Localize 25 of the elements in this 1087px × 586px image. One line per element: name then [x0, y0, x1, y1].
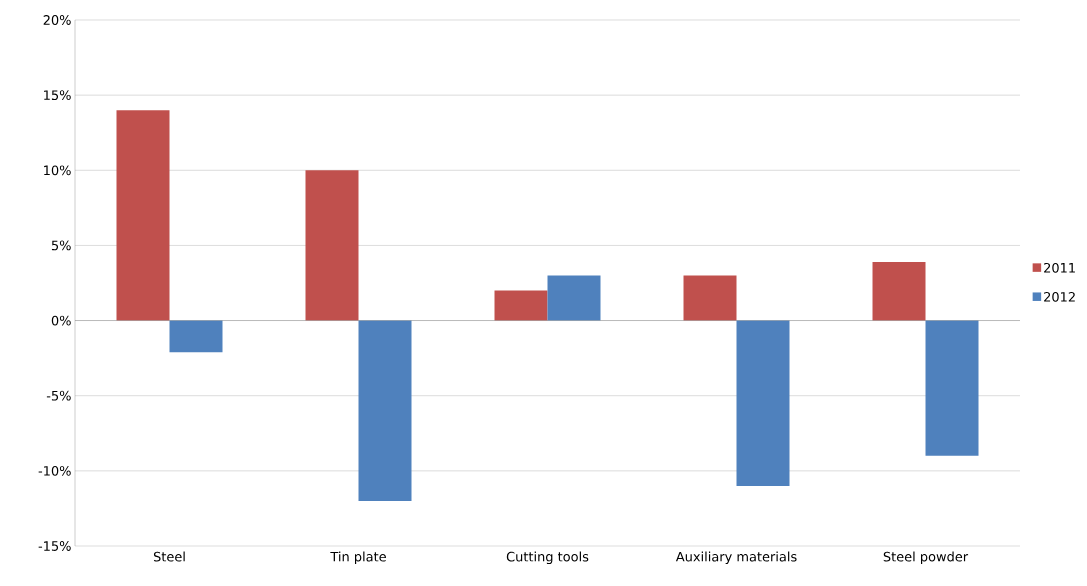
- y-tick-label: 5%: [51, 240, 71, 251]
- y-tick-label: 20%: [43, 15, 71, 25]
- x-tick-label: Tin plate: [330, 551, 386, 565]
- bar: [925, 320, 979, 456]
- bar: [494, 290, 548, 321]
- bar: [683, 275, 737, 321]
- legend-label: 2012: [1044, 291, 1075, 302]
- y-tick-label: -15%: [38, 541, 71, 551]
- x-tick-label: Steel powder: [883, 551, 969, 565]
- y-tick-label: 15%: [44, 90, 71, 101]
- y-tick-label: -5%: [46, 390, 71, 401]
- x-tick-label: Auxiliary materials: [675, 551, 797, 565]
- bar: [547, 275, 601, 321]
- bar: [358, 320, 412, 501]
- bar: [872, 261, 926, 321]
- x-tick-label: Cutting tools: [506, 551, 589, 565]
- bar: [736, 320, 790, 486]
- bar: [116, 110, 170, 321]
- x-tick-label: Steel: [153, 551, 185, 562]
- bar: [169, 320, 223, 353]
- legend-label: 2011: [1044, 262, 1075, 273]
- y-tick-label: -10%: [38, 465, 71, 476]
- y-tick-label: 0%: [51, 315, 71, 326]
- y-tick-label: 10%: [44, 165, 71, 176]
- bar: [305, 170, 359, 321]
